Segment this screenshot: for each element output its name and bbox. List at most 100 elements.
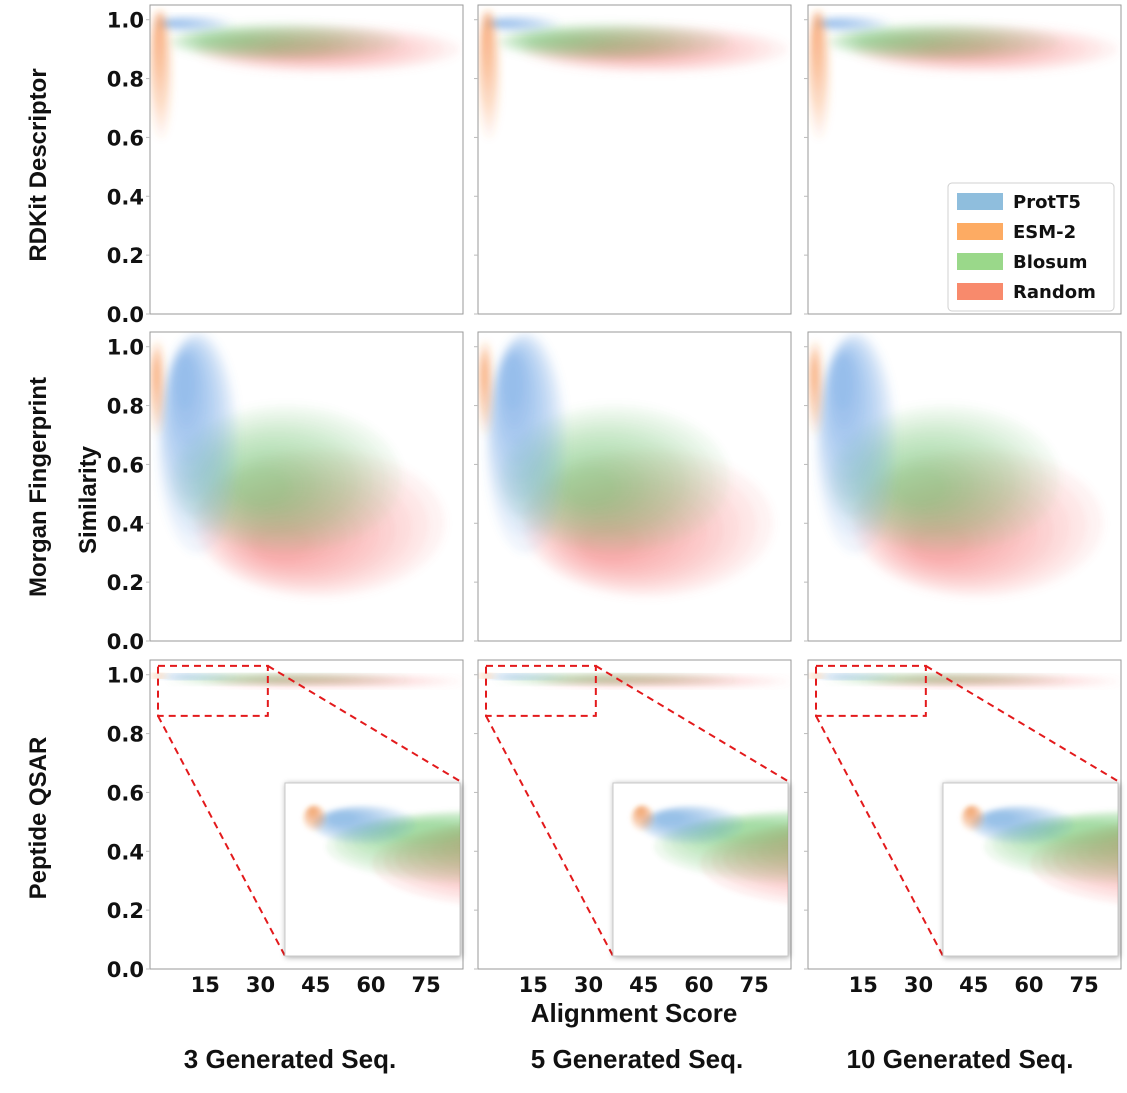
kde-esm2-r2-c0-level-8 xyxy=(155,673,161,678)
x-tick-label: 75 xyxy=(412,973,441,997)
y-tick-label: 0.2 xyxy=(107,899,144,923)
y-tick-label: 0.4 xyxy=(107,185,144,209)
panel-r2-c0: 0.0 0.2 0.4 0.6 0.8 1.0 15 30 45 60 75 xyxy=(107,659,464,997)
kde-esm2-r2-c0 xyxy=(150,673,169,678)
x-axis-label: Alignment Score xyxy=(531,998,738,1028)
panel-r1-c2 xyxy=(804,331,1122,642)
inset-kde-prott5-r2-c2 xyxy=(969,804,1073,845)
y-tick-label: 0.6 xyxy=(107,126,144,150)
x-tick-label: 15 xyxy=(519,973,548,997)
kde-prott5-r1-c0-level-8 xyxy=(174,356,195,411)
zoom-connector xyxy=(595,665,792,784)
legend-swatch-blosum xyxy=(957,253,1003,270)
plot-area-r1-c2 xyxy=(808,332,1103,598)
zoom-connector xyxy=(485,715,614,957)
x-tick-label: 60 xyxy=(1014,973,1043,997)
column-title-10: 10 Generated Seq. xyxy=(847,1044,1074,1074)
y-tick-label: 0.2 xyxy=(107,244,144,268)
x-tick-label: 45 xyxy=(959,973,988,997)
panel-frame xyxy=(807,331,1122,642)
zoom-connector xyxy=(157,715,286,957)
plot-area-r2-c1 xyxy=(478,673,791,687)
legend-label-random: Random xyxy=(1013,282,1096,303)
panel-frame xyxy=(807,659,1122,970)
panel-frame xyxy=(477,4,792,315)
x-tick-label: 15 xyxy=(849,973,878,997)
inset-kde-esm2-r2-c0-level-7 xyxy=(309,807,316,815)
row-label-qsar: Peptide QSAR xyxy=(25,737,52,900)
kde-prott5-r2-c0 xyxy=(157,674,239,680)
y-tick-label: 1.0 xyxy=(107,336,144,360)
x-tick-label: 60 xyxy=(684,973,713,997)
zoom-connector xyxy=(925,665,1122,784)
plot-area-r2-c0 xyxy=(150,673,463,687)
x-tick-label: 30 xyxy=(574,973,603,997)
plot-area-r1-c0 xyxy=(150,332,445,598)
x-tick-label: 60 xyxy=(356,973,385,997)
kde-prott5-r2-c0-level-8 xyxy=(171,674,192,679)
zoom-connector xyxy=(267,665,464,784)
kde-blosum-r0-c1-level-8 xyxy=(529,35,588,46)
inset-plot xyxy=(960,804,1118,904)
y-tick-label: 0.2 xyxy=(107,571,144,595)
kde-esm2-r0-c1 xyxy=(478,10,501,138)
kde-esm2-r1-c0-level-8 xyxy=(153,360,158,385)
kde-prott5-r0-c0 xyxy=(157,16,232,32)
plot-area-r0-c0 xyxy=(150,10,460,138)
panel-r1-c1 xyxy=(474,331,792,642)
zoom-connector xyxy=(815,715,944,957)
zoom-box xyxy=(157,664,269,717)
kde-blosum-r1-c0-level-8 xyxy=(235,468,292,506)
row-label-rdkit: RDKit Descriptor xyxy=(25,68,52,261)
panel-frame xyxy=(149,659,464,970)
panel-frame xyxy=(477,331,792,642)
kde-esm2-r2-c1 xyxy=(478,673,497,678)
y-tick-label: 0.4 xyxy=(107,840,144,864)
panel-frame xyxy=(807,4,1122,315)
panel-r1-c0: 0.0 0.2 0.4 0.6 0.8 1.0 xyxy=(107,331,464,654)
legend-swatch-random xyxy=(957,283,1003,300)
inset-kde-prott5-r2-c0-level-7 xyxy=(329,813,357,825)
x-tick-label: 45 xyxy=(629,973,658,997)
legend-box xyxy=(947,182,1115,312)
inset-kde-esm2-r2-c1 xyxy=(630,804,655,832)
kde-blosum-r1-c2-level-8 xyxy=(893,468,950,506)
column-title-3: 3 Generated Seq. xyxy=(184,1044,396,1074)
kde-blosum-r0-c1 xyxy=(496,22,729,62)
plot-area-r0-c1 xyxy=(478,10,788,138)
kde-esm2-r1-c2 xyxy=(808,340,824,436)
kde-prott5-r2-c1-level-8 xyxy=(499,674,520,679)
kde-esm2-r1-c1-level-8 xyxy=(481,360,486,385)
kde-esm2-r1-c1 xyxy=(478,340,494,436)
kde-prott5-r2-c2 xyxy=(815,674,897,680)
y-tick-label: 0.0 xyxy=(107,958,144,982)
kde-blosum-r0-c2-level-8 xyxy=(859,35,918,46)
kde-prott5-r1-c0 xyxy=(157,332,239,553)
row-label-morgan: Morgan Fingerprint xyxy=(25,377,52,597)
legend-swatch-esm2 xyxy=(957,223,1003,240)
legend: ProtT5 ESM-2 Blosum Random xyxy=(947,182,1115,312)
legend-label-blosum: Blosum xyxy=(1013,252,1088,273)
panel-grid: 0.00.20.40.60.81.00.00.20.40.60.81.00.00… xyxy=(107,4,1122,997)
kde-esm2-r1-c2-level-8 xyxy=(811,360,816,385)
panel-r2-c2: 15 30 45 60 75 xyxy=(804,659,1122,997)
inset-kde-prott5-r2-c1 xyxy=(639,804,743,845)
panel-frame xyxy=(477,659,792,970)
zoom-box xyxy=(485,664,597,717)
x-tick-label: 30 xyxy=(904,973,933,997)
kde-prott5-r1-c1-level-8 xyxy=(502,356,523,411)
inset-kde-random-r2-c1-level-7 xyxy=(780,839,788,854)
kde-prott5-r2-c2-level-8 xyxy=(829,674,850,679)
legend-label-prott5: ProtT5 xyxy=(1013,192,1081,213)
column-title-5: 5 Generated Seq. xyxy=(531,1044,743,1074)
y-tick-label: 0.8 xyxy=(107,723,144,747)
kde-prott5-r1-c1 xyxy=(485,332,567,553)
y-tick-label: 0.0 xyxy=(107,630,144,654)
y-tick-label: 0.4 xyxy=(107,512,144,536)
kde-esm2-r0-c0-level-8 xyxy=(154,12,161,45)
y-tick-label: 0.8 xyxy=(107,395,144,419)
inset-kde-prott5-r2-c1-level-7 xyxy=(657,813,685,825)
legend-label-esm2: ESM-2 xyxy=(1013,222,1076,243)
kde-esm2-r0-c1-level-8 xyxy=(482,12,489,45)
